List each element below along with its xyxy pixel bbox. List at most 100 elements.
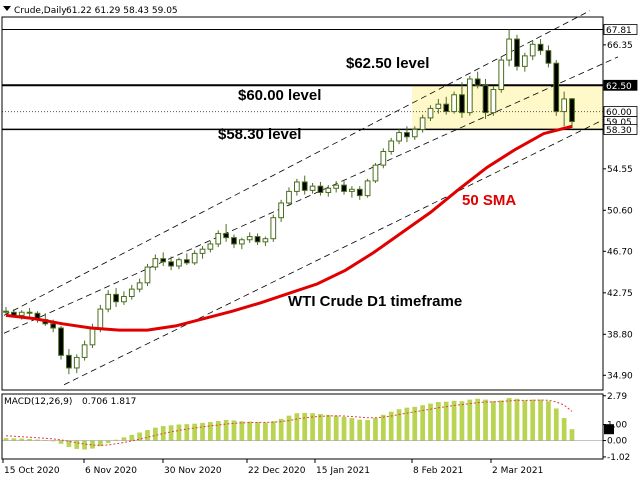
candle — [404, 132, 410, 138]
price-label-box — [603, 24, 638, 35]
candle — [443, 103, 450, 113]
macd-bar — [247, 421, 253, 441]
candle — [3, 310, 9, 313]
candle — [294, 181, 300, 192]
candle — [372, 164, 379, 182]
macd-bar — [215, 420, 221, 441]
candle — [113, 293, 119, 303]
macd-bar — [561, 418, 567, 441]
macd-bar — [184, 424, 190, 441]
macd-panel[interactable]: MACD(12,26,9) 0.706 1.817 — [2, 397, 603, 450]
chevron-down-icon[interactable] — [3, 6, 11, 11]
macd-label: MACD(12,26,9) — [4, 397, 72, 407]
macd-bar — [538, 399, 543, 441]
sma-label: 50 SMA — [462, 192, 516, 209]
candle — [349, 188, 355, 192]
candle — [333, 184, 340, 189]
macd-bar — [223, 420, 229, 441]
macd-bar — [302, 412, 308, 441]
candle — [466, 78, 473, 114]
candle — [191, 252, 198, 264]
candle — [411, 128, 418, 138]
candle — [270, 217, 277, 240]
price-tick-label: 54.55 — [607, 165, 633, 175]
date-tick-label: 8 Feb 2021 — [413, 466, 463, 476]
macd-frame — [1, 393, 604, 460]
price-frame — [1, 16, 604, 391]
macd-bar — [357, 419, 363, 441]
macd-bar — [3, 438, 9, 441]
price-tick-label: 42.75 — [607, 289, 633, 299]
price-tick-label: 34.90 — [607, 371, 633, 381]
price-tick-label: 50.60 — [607, 206, 633, 216]
candle — [105, 293, 112, 310]
candle — [317, 185, 324, 193]
chart-ohlc: 61.22 61.29 58.43 59.05 — [66, 6, 178, 16]
channel-line — [3, 56, 619, 334]
macd-tick-label: 0.00 — [607, 437, 627, 447]
date-tick-label: 30 Nov 2020 — [164, 466, 222, 476]
price-tick-label: 46.70 — [607, 247, 633, 257]
macd-bar — [530, 399, 536, 441]
date-tick-label: 15 Oct 2020 — [4, 466, 60, 476]
macd-bar — [27, 438, 32, 441]
date-tick-label: 22 Dec 2020 — [248, 466, 306, 476]
candle — [183, 259, 190, 264]
candle — [506, 38, 512, 61]
level-label-5830: $58.30 level — [218, 126, 301, 143]
macd-bar — [436, 402, 441, 441]
candle — [215, 232, 222, 245]
price-panel[interactable]: Crude,Daily 61.22 61.29 58.43 59.05 $62.… — [2, 6, 621, 386]
candle — [97, 308, 104, 329]
candle — [529, 43, 536, 57]
macd-bar — [498, 400, 504, 441]
macd-bar — [153, 427, 158, 441]
macd-bar — [200, 422, 205, 441]
macd-bar — [35, 439, 40, 441]
level-label-6000: $60.00 level — [238, 87, 321, 104]
price-axis[interactable]: 66.35 54.55 50.60 46.70 42.75 38.80 34.90 67.81… — [603, 24, 638, 382]
macd-bar — [113, 439, 119, 441]
macd-bar — [160, 426, 166, 441]
candle — [254, 236, 261, 243]
macd-bar — [546, 401, 551, 441]
macd-bar — [451, 400, 457, 441]
candle — [246, 236, 253, 241]
candle — [121, 295, 127, 303]
macd-bar — [286, 415, 292, 441]
macd-bar — [50, 440, 56, 442]
candle — [152, 258, 159, 268]
candle — [144, 266, 151, 284]
macd-bar — [168, 425, 174, 441]
candle — [545, 50, 552, 64]
macd-bar — [459, 401, 465, 441]
macd-bar — [105, 440, 111, 443]
candle — [278, 202, 284, 219]
macd-bar — [325, 414, 331, 441]
candle — [207, 243, 214, 250]
price-label: 67.81 — [606, 26, 632, 36]
candle — [81, 344, 88, 358]
price-label-box — [603, 79, 638, 91]
chart-symbol: Crude,Daily — [14, 6, 67, 16]
price-label: 58.30 — [606, 126, 632, 136]
candle — [309, 185, 316, 191]
price-label: 62.50 — [606, 82, 632, 92]
macd-bar — [428, 403, 433, 441]
candle — [286, 190, 292, 204]
macd-tick-label: 1.00 — [607, 420, 627, 430]
macd-bar — [66, 440, 72, 447]
macd-signal-line — [5, 399, 573, 446]
candle — [238, 239, 245, 245]
candle — [364, 180, 371, 197]
candle — [325, 187, 332, 193]
macd-bar — [129, 434, 135, 441]
macd-axis[interactable]: 2.79 1.00 0.00 -1.02 — [603, 392, 630, 463]
macd-bar — [19, 438, 25, 441]
candle — [176, 259, 182, 267]
date-axis[interactable]: 15 Oct 2020 6 Nov 2020 30 Nov 2020 22 Dec 2… — [2, 459, 543, 476]
price-label: 60.00 — [606, 108, 632, 118]
macd-bar — [121, 437, 127, 441]
macd-bar — [310, 413, 315, 441]
